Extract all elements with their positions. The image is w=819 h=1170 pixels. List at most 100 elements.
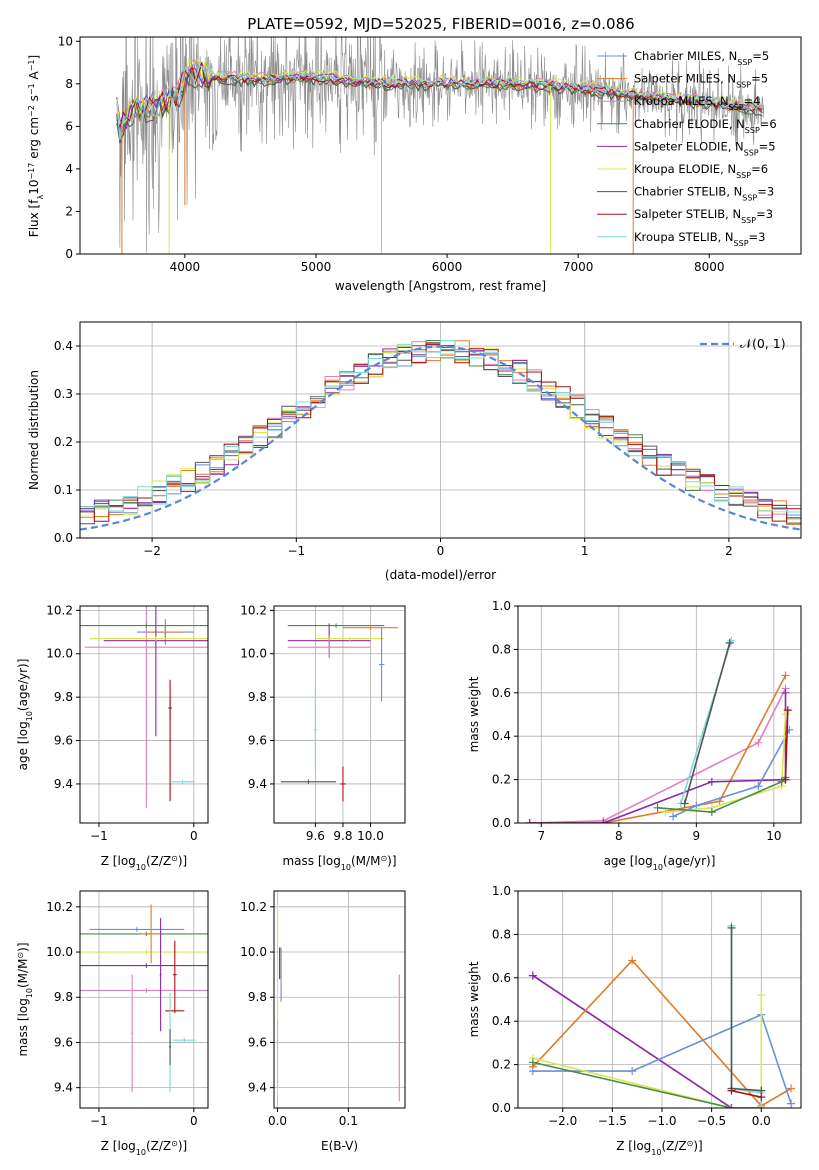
- x-tick-label: 5000: [301, 260, 332, 274]
- label-part: )]: [16, 942, 30, 951]
- y-tick-label: 4: [65, 162, 73, 176]
- y-tick-label: 0.3: [54, 387, 73, 401]
- y-axis-label: mass [log10(M/M⊙)]: [16, 942, 34, 1056]
- label-part: (Z/Z: [146, 1139, 171, 1153]
- legend-entry: Chabrier ELODIE, NSSP=6: [634, 117, 777, 135]
- label-part: 10: [341, 863, 351, 872]
- spectrum-panel: 4000 5000 6000 7000 8000 0 2 4 6 8 10 Chabrier MILE…: [27, 34, 802, 293]
- plot-frame: [273, 890, 406, 1109]
- gaussian-legend-label: 𝒩(0, 1): [740, 336, 786, 351]
- mass-weight-marker: [781, 775, 790, 784]
- label-part: age [log: [16, 721, 30, 770]
- y-tick-label: 10.0: [46, 647, 73, 661]
- label-part: Chabrier MILES, N: [634, 49, 737, 63]
- y-tick-label: 0: [65, 247, 73, 261]
- mass-weight-marker: [783, 706, 792, 715]
- label-part: (Z/Z: [146, 854, 171, 868]
- label-part: ⊙: [687, 1139, 694, 1148]
- mass-weight-marker: [525, 819, 534, 823]
- mass-weight-marker: [727, 636, 736, 645]
- mass-weight-marker: [661, 808, 670, 817]
- y-tick-label: 9.4: [54, 777, 73, 791]
- mass-weight-marker: [727, 1104, 736, 1108]
- mass-weight-line: [532, 995, 763, 1108]
- x-tick-label: −1: [90, 1114, 108, 1128]
- label-part: =3: [756, 207, 773, 221]
- legend-entry: Chabrier MILES, NSSP=5: [634, 49, 769, 67]
- label-part: SSP: [729, 103, 744, 112]
- x-tick-label: 9.8: [333, 829, 352, 843]
- legend-entry: Chabrier STELIB, NSSP=3: [634, 185, 774, 203]
- plot-frame: [79, 36, 802, 255]
- x-tick-label: 1: [581, 544, 589, 558]
- mass-weight-line: [529, 688, 787, 823]
- label-part: 10: [653, 863, 663, 872]
- y-tick-label: 9.8: [54, 690, 73, 704]
- label-part: −2: [27, 105, 36, 117]
- y-tick-label: 9.8: [54, 990, 73, 1004]
- y-tick-label: 0.2: [492, 773, 511, 787]
- x-tick-label: 4000: [170, 260, 201, 274]
- mass-weight-marker: [725, 638, 734, 647]
- gaussian-curve: [80, 345, 801, 531]
- x-tick-label: 8: [615, 829, 623, 843]
- x-tick-label: 0.0: [268, 1114, 287, 1128]
- mass-weight-marker: [628, 1067, 637, 1076]
- label-part: 10: [136, 1148, 146, 1157]
- y-tick-label: 0.1: [54, 483, 73, 497]
- label-part: (age/yr)]: [663, 854, 715, 868]
- label-part: =6: [760, 117, 777, 131]
- x-tick-label: −2: [143, 544, 161, 558]
- residual-histogram: [80, 340, 801, 513]
- plot-frame: [79, 321, 802, 539]
- y-tick-label: 0.6: [492, 971, 511, 985]
- label-part: Salpeter ELODIE, N: [634, 139, 744, 153]
- label-part: ]: [27, 55, 41, 60]
- label-part: )]: [387, 854, 396, 868]
- x-tick-label: 9: [693, 829, 701, 843]
- observed-spectrum: [119, 37, 765, 253]
- legend-entry: Salpeter STELIB, NSSP=3: [634, 207, 773, 225]
- y-tick-label: 0.6: [492, 686, 511, 700]
- x-axis-label: E(B-V): [321, 1139, 358, 1153]
- plot-frame: [79, 890, 209, 1109]
- mass-weight-line: [784, 710, 789, 780]
- label-part: Z [log: [101, 1139, 136, 1153]
- x-axis-label: age [log10(age/yr)]: [604, 854, 716, 872]
- model-spectrum: [116, 64, 763, 141]
- x-tick-label: −2.0: [548, 1114, 577, 1128]
- label-part: s: [27, 95, 41, 105]
- label-part: mass [log: [282, 854, 340, 868]
- label-part: ⊙: [171, 854, 178, 863]
- label-part: Salpeter MILES, N: [634, 72, 736, 86]
- mass-weight-marker: [528, 1067, 537, 1076]
- label-part: Z [log: [101, 854, 136, 868]
- y-tick-label: 1.0: [492, 884, 511, 898]
- y-tick-label: 10.2: [240, 603, 267, 617]
- x-tick-label: 2: [725, 544, 733, 558]
- y-tick-label: 0.0: [54, 531, 73, 545]
- mass-weight-marker: [669, 812, 678, 821]
- weight-vs-Z-panel: −2.0 −1.5 −1.0 −0.5 0.0 0.0 0.2 0.4 0.6 0.8 1.0 Z […: [467, 884, 802, 1157]
- y-tick-label: 10.2: [46, 603, 73, 617]
- label-part: 10: [27, 180, 41, 195]
- y-axis-label: mass weight: [467, 961, 481, 1037]
- label-part: −1: [27, 83, 36, 95]
- x-tick-label: −1.5: [598, 1114, 627, 1128]
- y-tick-label: 9.6: [248, 1035, 267, 1049]
- label-part: 10: [25, 711, 34, 721]
- x-tick-label: 0.1: [339, 1114, 358, 1128]
- y-tick-label: 9.4: [248, 1081, 267, 1095]
- x-tick-label: 0: [190, 829, 198, 843]
- label-part: =5: [759, 139, 776, 153]
- y-tick-label: 10.2: [240, 900, 267, 914]
- y-axis-label: age [log10(age/yr)]: [16, 659, 34, 771]
- x-tick-label: 7: [537, 829, 545, 843]
- x-tick-label: −1: [287, 544, 305, 558]
- y-tick-label: 0.8: [492, 642, 511, 656]
- mass-weight-marker: [680, 799, 689, 808]
- mass-weight-marker: [757, 991, 766, 1000]
- x-tick-label: −1: [90, 829, 108, 843]
- label-part: SSP: [744, 148, 759, 157]
